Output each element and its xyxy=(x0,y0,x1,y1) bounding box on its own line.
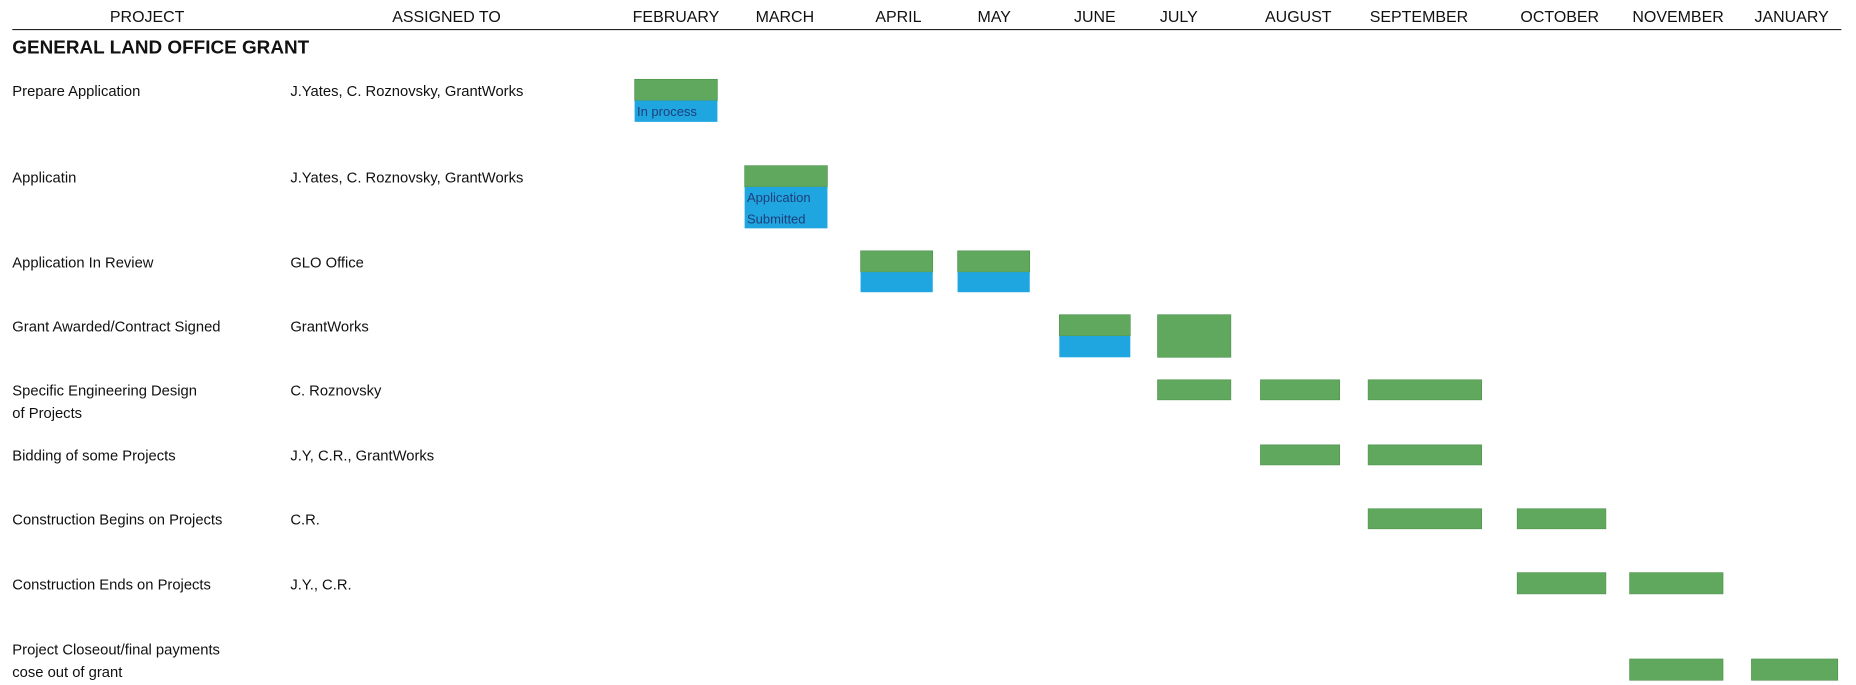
bar-done xyxy=(1516,508,1607,530)
project-name: Specific Engineering Design xyxy=(12,384,197,400)
bar-done xyxy=(1059,314,1131,337)
project-name: Project Closeout/final payments xyxy=(12,643,220,659)
assigned-to: J.Y, C.R., GrantWorks xyxy=(290,449,434,465)
bar-done xyxy=(860,250,934,273)
bar-done xyxy=(744,165,828,188)
bar-label: Submitted xyxy=(747,211,806,226)
bar-done xyxy=(1629,658,1724,681)
bar-done xyxy=(1751,658,1839,681)
bar-done xyxy=(957,250,1031,273)
project-name: Grant Awarded/Contract Signed xyxy=(12,320,220,336)
column-header: ASSIGNED TO xyxy=(392,9,501,26)
assigned-to: GLO Office xyxy=(290,256,364,272)
project-name: Applicatin xyxy=(12,171,76,187)
column-header: MARCH xyxy=(756,9,815,26)
column-header: APRIL xyxy=(875,9,921,26)
bar-done xyxy=(1516,572,1607,595)
bar-done xyxy=(1629,572,1724,595)
bar-done xyxy=(1367,444,1482,466)
assigned-to: C. Roznovsky xyxy=(290,384,382,400)
bar-label: In process xyxy=(637,104,697,119)
bar-status xyxy=(744,186,828,229)
bar-done xyxy=(1367,379,1482,401)
bar-done xyxy=(1157,314,1232,358)
project-name: Construction Begins on Projects xyxy=(12,512,222,528)
project-name: of Projects xyxy=(12,406,82,422)
column-header: FEBRUARY xyxy=(633,9,720,26)
bar-done xyxy=(1157,379,1232,401)
assigned-to: C.R. xyxy=(290,512,320,528)
project-name: cose out of grant xyxy=(12,665,122,681)
bar-status xyxy=(860,272,933,293)
assigned-to: J.Yates, C. Roznovsky, GrantWorks xyxy=(290,84,523,100)
bar-status xyxy=(1059,335,1131,358)
bar-status xyxy=(957,272,1030,293)
project-name: Construction Ends on Projects xyxy=(12,578,211,594)
bar-done xyxy=(1260,444,1341,466)
bar-done xyxy=(634,78,718,101)
bar-status xyxy=(634,100,718,122)
column-header: JANUARY xyxy=(1755,9,1830,26)
project-name: Prepare Application xyxy=(12,84,140,100)
project-name: Application In Review xyxy=(12,256,154,272)
column-header: JUNE xyxy=(1074,9,1116,26)
column-header: JULY xyxy=(1160,9,1198,26)
assigned-to: GrantWorks xyxy=(290,320,368,336)
column-header: MAY xyxy=(978,9,1012,26)
column-header: AUGUST xyxy=(1265,9,1332,26)
column-header: OCTOBER xyxy=(1520,9,1599,26)
project-name: Bidding of some Projects xyxy=(12,449,175,465)
bar-done xyxy=(1260,379,1341,401)
bar-done xyxy=(1367,508,1482,530)
column-header: NOVEMBER xyxy=(1632,9,1723,26)
section-title: GENERAL LAND OFFICE GRANT xyxy=(12,38,309,59)
bar-label: Application xyxy=(747,190,811,205)
assigned-to: J.Yates, C. Roznovsky, GrantWorks xyxy=(290,171,523,187)
column-header: PROJECT xyxy=(110,9,185,26)
column-header: SEPTEMBER xyxy=(1370,9,1469,26)
assigned-to: J.Y., C.R. xyxy=(290,578,351,594)
